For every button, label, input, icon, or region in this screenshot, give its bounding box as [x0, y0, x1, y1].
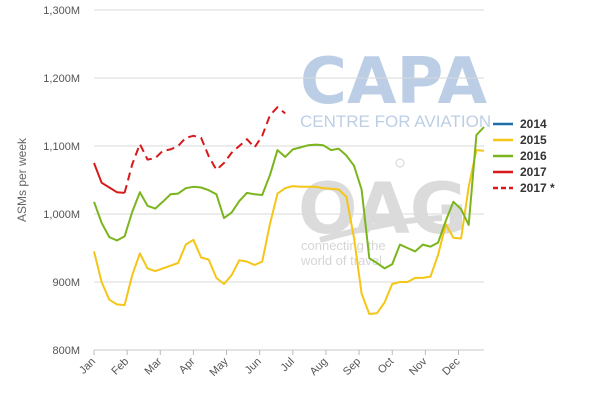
series-line-2016: [93, 126, 485, 270]
x-tick-label: Dec: [440, 355, 463, 378]
oag-watermark-logo: OAG connecting the world of travel: [298, 158, 467, 268]
y-axis-label: ASMs per week: [15, 137, 29, 222]
x-tick-label: Apr: [177, 355, 198, 376]
x-tick-label: May: [207, 355, 231, 379]
capa-logo-text: CAPA: [300, 45, 488, 119]
x-axis-ticks: Jan Feb Mar Apr May Jun Jul Aug Sep Oct Nov Dec: [77, 350, 463, 379]
y-tick-label: 1,300M: [43, 5, 80, 17]
series-line-2017: [93, 162, 125, 194]
oag-logo-text: OAG: [298, 168, 467, 250]
x-tick-label: Aug: [308, 356, 330, 378]
series-line-2015: [93, 149, 485, 315]
y-tick-label: 1,200M: [43, 73, 80, 85]
legend: 2014 2015 2016 2017 2017 *: [493, 117, 555, 195]
y-tick-label: 1,100M: [43, 141, 80, 153]
legend-label: 2017: [520, 165, 547, 179]
x-tick-label: Jan: [77, 356, 98, 377]
oag-swoosh-icon: [319, 215, 443, 243]
capa-tagline: CENTRE FOR AVIATION: [300, 112, 491, 131]
legend-label: 2017 *: [520, 181, 555, 195]
legend-label: 2016: [520, 149, 547, 163]
x-tick-label: Jun: [243, 356, 264, 377]
x-tick-label: Sep: [341, 356, 363, 378]
legend-label: 2014: [520, 117, 547, 131]
series-line-2017: [123, 106, 286, 194]
series-lines: [93, 106, 485, 315]
x-tick-label: Feb: [109, 356, 131, 378]
oag-tagline-line-1: connecting the: [301, 238, 386, 253]
x-tick-label: Oct: [376, 356, 397, 377]
y-axis-ticks: 800M 900M 1,000M 1,100M 1,200M 1,300M: [43, 5, 80, 357]
registered-mark-icon: [395, 158, 405, 168]
legend-label: 2015: [520, 133, 547, 147]
x-tick-label: Nov: [407, 355, 430, 378]
x-tick-label: Jul: [279, 356, 297, 374]
y-tick-label: 800M: [52, 345, 80, 357]
y-tick-label: 900M: [52, 277, 80, 289]
oag-tagline-line-2: world of travel: [300, 253, 382, 268]
x-tick-label: Mar: [143, 355, 165, 377]
y-tick-label: 1,000M: [43, 209, 80, 221]
capa-watermark-logo: CAPA CENTRE FOR AVIATION: [300, 45, 491, 131]
